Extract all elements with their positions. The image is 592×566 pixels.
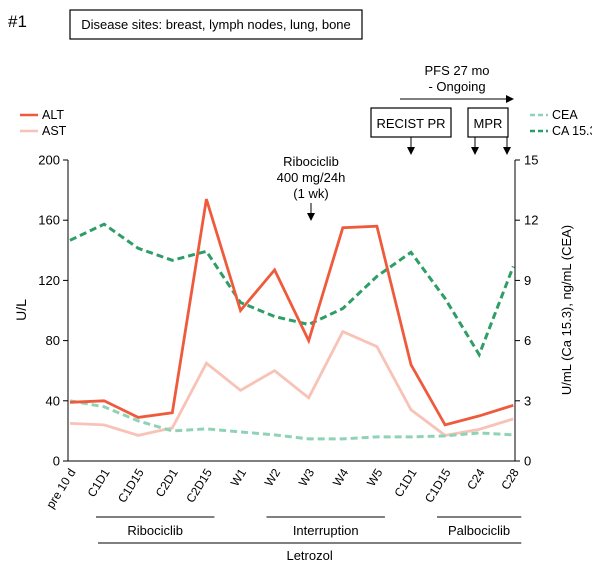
x-tick-label: C2D15	[183, 466, 215, 505]
group-letrozol-label: Letrozol	[286, 548, 332, 563]
group-interruption-label: Interruption	[293, 523, 359, 538]
group-ribociclib-label: Ribociclib	[127, 523, 183, 538]
disease-sites-box	[69, 9, 363, 40]
group-brackets: Ribociclib Interruption Palbociclib Letr…	[96, 516, 522, 563]
x-tick-label: pre 10 d	[43, 466, 78, 511]
axes	[67, 160, 516, 462]
ribociclib-dose-annotation: Ribociclib 400 mg/24h (1 wk)	[277, 154, 346, 221]
y-right-tick-label: 3	[524, 393, 531, 408]
mpr-text: MPR	[474, 116, 503, 131]
x-tick-label: W4	[330, 466, 352, 489]
x-tick-labels: pre 10 d C1D1 C1D15 C2D1 C2D15 W1 W2 W3 W4 W5 C1D1…	[43, 466, 522, 511]
x-tick-label: W1	[228, 466, 250, 489]
series-ca-15-3-line	[69, 222, 515, 358]
x-tick-label: W5	[364, 466, 386, 489]
series-alt-line	[69, 198, 514, 427]
series-cea-line	[69, 399, 514, 441]
y-left-tick-label: 80	[46, 333, 60, 348]
y-left-tick-label: 0	[53, 454, 60, 469]
disease-sites-text: Disease sites: breast, lymph nodes, lung…	[81, 17, 351, 32]
panel-label: #1	[8, 12, 27, 31]
x-tick-label: C1D15	[115, 466, 147, 505]
y-left-tick-label: 200	[38, 153, 60, 168]
pfs-line-2: - Ongoing	[428, 79, 485, 94]
pfs-annotation: PFS 27 mo - Ongoing	[400, 63, 514, 103]
y-axis-left-label: U/L	[13, 299, 29, 321]
x-tick-label: C1D1	[391, 466, 419, 500]
legend-ast-label: AST	[42, 124, 67, 138]
x-tick-label: W2	[262, 466, 284, 489]
x-tick-label: C1D1	[85, 466, 113, 500]
y-right-tick-label: 12	[524, 213, 538, 228]
group-palbociclib-label: Palbociclib	[448, 523, 510, 538]
legend-left: ALT AST	[20, 108, 67, 138]
dose-line-2: 400 mg/24h	[277, 170, 346, 185]
x-tick-label: C1D15	[422, 466, 454, 505]
x-tick-label: C2D1	[153, 466, 181, 500]
y-left-tick-label: 160	[38, 213, 60, 228]
x-tick-label: C24	[464, 466, 488, 492]
x-tick-label: W3	[296, 466, 318, 489]
y-right-tick-label: 15	[524, 153, 538, 168]
y-right-tick-label: 0	[524, 454, 531, 469]
y-right-tick-label: 9	[524, 273, 531, 288]
dose-line-1: Ribociclib	[283, 154, 339, 169]
mpr-box	[467, 107, 509, 138]
legend-ca153-label: CA 15.3	[552, 124, 592, 138]
recist-text: RECIST PR	[376, 116, 445, 131]
series-layer	[69, 198, 515, 441]
legend-right: CEA CA 15.3	[530, 108, 592, 138]
y-axis-right-label: U/mL (Ca 15.3), ng/mL (CEA)	[559, 225, 574, 395]
y-left-tick-label: 40	[46, 393, 60, 408]
legend-alt-label: ALT	[42, 108, 64, 122]
y-right-tick-label: 6	[524, 333, 531, 348]
y-left-tick-label: 120	[38, 273, 60, 288]
x-tick-label: C28	[498, 466, 522, 492]
series-ast-line	[69, 329, 514, 437]
ticks-layer: 0 40 80 120 160 200 0 3 6 9 12 15	[38, 153, 538, 469]
dose-line-3: (1 wk)	[293, 186, 328, 201]
legend-cea-label: CEA	[552, 108, 578, 122]
pfs-line-1: PFS 27 mo	[424, 63, 489, 78]
